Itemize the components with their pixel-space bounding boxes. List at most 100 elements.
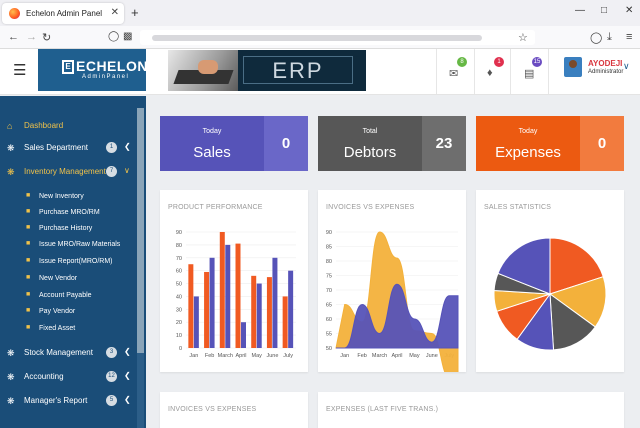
bar	[256, 283, 262, 348]
sidebar-item-label: Dashboard	[24, 121, 64, 130]
tasks-icon[interactable]: ▤	[524, 68, 535, 80]
sidebar-item-label: Accounting	[24, 372, 64, 381]
pie-slice	[549, 237, 604, 295]
folder-icon: ■	[26, 291, 31, 298]
firefox-icon	[9, 8, 20, 19]
menu-icon[interactable]: ≡	[626, 31, 633, 43]
sidebar: ⌂ Dashboard ❋ Sales Department 1 ❮ ❋ Inv…	[0, 96, 146, 428]
notification-badge: 8	[457, 57, 467, 67]
logo[interactable]: E ECHELON AdminPanel	[38, 49, 147, 91]
sidebar-item-stock-management[interactable]: ❋ Stock Management 3 ❮	[0, 343, 137, 363]
card-label: Total	[362, 128, 378, 135]
x-tick-label: Jan	[189, 353, 198, 359]
minimize-icon[interactable]: —	[575, 5, 585, 16]
card-value: 0	[264, 116, 308, 171]
address-bar[interactable]	[140, 30, 535, 45]
panel-title: EXPENSES (LAST FIVE TRANS.)	[326, 406, 439, 413]
card-title: Expenses	[495, 144, 561, 161]
browser-tab-bar: Echelon Admin Panel ✕ + — □ ✕	[0, 0, 640, 26]
sidebar-item-accounting[interactable]: ❋ Accounting 12 ❮	[0, 367, 137, 387]
forward-icon[interactable]: →	[26, 31, 37, 43]
download-icon[interactable]: ⤓	[607, 31, 612, 43]
reload-icon[interactable]: ↻	[42, 32, 52, 44]
bookmark-star-icon[interactable]: ☆	[518, 32, 528, 44]
sidebar-subitem-label: Pay Vendor	[39, 308, 76, 315]
sidebar-item-label: Sales Department	[24, 143, 89, 152]
pie-slice	[497, 237, 551, 295]
erp-banner: ERP	[168, 50, 366, 91]
card-today-expenses[interactable]: Today Expenses 0	[476, 116, 624, 171]
x-tick-label: April	[391, 353, 402, 359]
pocket-icon[interactable]: ◯	[590, 32, 603, 44]
bar	[251, 275, 257, 348]
sidebar-subitem-account-payable[interactable]: ■ Account Payable	[0, 288, 137, 304]
sidebar-scrollbar[interactable]	[137, 108, 144, 428]
user-name[interactable]: AYODEJI	[588, 59, 623, 68]
card-label: Today	[202, 128, 222, 135]
bell-icon[interactable]: ♦	[487, 67, 493, 79]
new-tab-button[interactable]: +	[131, 5, 139, 20]
panel-title: SALES STATISTICS	[484, 204, 552, 211]
chevron-down-icon[interactable]: ∨	[623, 61, 630, 71]
sidebar-subitem-new-inventory[interactable]: ■ New Inventory	[0, 189, 137, 205]
sidebar-item-sales-department[interactable]: ❋ Sales Department 1 ❮	[0, 138, 137, 158]
bar	[282, 296, 288, 348]
pie-chart	[493, 237, 607, 351]
window-close-icon[interactable]: ✕	[625, 5, 634, 16]
x-tick-label: Jan	[340, 353, 349, 359]
bar	[209, 257, 215, 348]
card-total-debtors[interactable]: Total Debtors 23	[318, 116, 466, 171]
tab-close-icon[interactable]: ✕	[110, 7, 119, 18]
maximize-icon[interactable]: □	[601, 5, 608, 16]
x-tick-label: April	[235, 353, 246, 359]
y-tick-label: 60	[176, 269, 182, 275]
sidebar-item-dashboard[interactable]: ⌂ Dashboard	[0, 116, 137, 136]
y-tick-label: 75	[326, 274, 332, 280]
x-tick-label: Feb	[205, 353, 214, 359]
count-badge: 1	[106, 142, 117, 153]
card-title: Debtors	[343, 144, 397, 161]
x-tick-label: June	[426, 353, 438, 359]
sidebar-subitem-fixed-asset[interactable]: ■ Fixed Asset	[0, 321, 137, 337]
y-tick-label: 80	[176, 243, 182, 249]
sidebar-subitem-issue-report[interactable]: ■ Issue Report(MRO/RM)	[0, 254, 137, 270]
y-tick-label: 90	[326, 230, 332, 236]
folder-icon: ■	[26, 224, 31, 231]
folder-icon: ■	[26, 257, 31, 264]
sidebar-subitem-purchase-history[interactable]: ■ Purchase History	[0, 221, 137, 237]
count-badge: 7	[106, 166, 117, 177]
sidebar-item-managers-report[interactable]: ❋ Manager's Report 5 ❮	[0, 391, 137, 411]
sidebar-subitem-new-vendor[interactable]: ■ New Vendor	[0, 271, 137, 287]
browser-tab[interactable]: Echelon Admin Panel ✕	[2, 3, 124, 24]
sidebar-subitem-pay-vendor[interactable]: ■ Pay Vendor	[0, 304, 137, 320]
chevron-left-icon: ❮	[124, 347, 131, 356]
gears-icon: ❋	[7, 396, 15, 406]
back-icon[interactable]: ←	[8, 31, 19, 43]
count-badge: 12	[106, 371, 117, 382]
panel-product-performance: PRODUCT PERFORMANCE 0 10 20 30 40 50 60 70 80 90 J…	[160, 190, 308, 372]
bar	[193, 296, 199, 348]
sidebar-item-inventory-management[interactable]: ❋ Inventory Management 7 ∨	[0, 162, 137, 182]
x-tick-label: Feb	[357, 353, 366, 359]
sidebar-subitem-label: Fixed Asset	[39, 325, 76, 332]
card-today-sales[interactable]: Today Sales 0	[160, 116, 308, 171]
folder-icon: ■	[26, 307, 31, 314]
tab-title: Echelon Admin Panel	[26, 9, 103, 18]
shield-icon[interactable]: ◯	[108, 31, 120, 42]
avatar[interactable]	[564, 57, 582, 77]
sidebar-subitem-issue-mro-raw-materials[interactable]: ■ Issue MRO/Raw Materials	[0, 237, 137, 253]
envelope-icon[interactable]: ✉	[449, 68, 459, 80]
y-tick-label: 0	[179, 346, 182, 352]
card-label: Today	[518, 128, 538, 135]
sidebar-item-label: Stock Management	[24, 348, 93, 357]
gears-icon: ❋	[7, 143, 15, 153]
x-tick-label: June	[266, 353, 278, 359]
sidebar-subitem-purchase-mro-rm[interactable]: ■ Purchase MRO/RM	[0, 205, 137, 221]
x-tick-label: July	[283, 353, 293, 359]
user-role: Administrator	[588, 69, 624, 75]
scrollbar-thumb[interactable]	[137, 108, 144, 353]
hamburger-menu-icon[interactable]: ☰	[13, 62, 27, 79]
sidebar-subitem-label: Purchase MRO/RM	[39, 209, 100, 216]
page-info-icon[interactable]: ▩	[123, 31, 133, 42]
